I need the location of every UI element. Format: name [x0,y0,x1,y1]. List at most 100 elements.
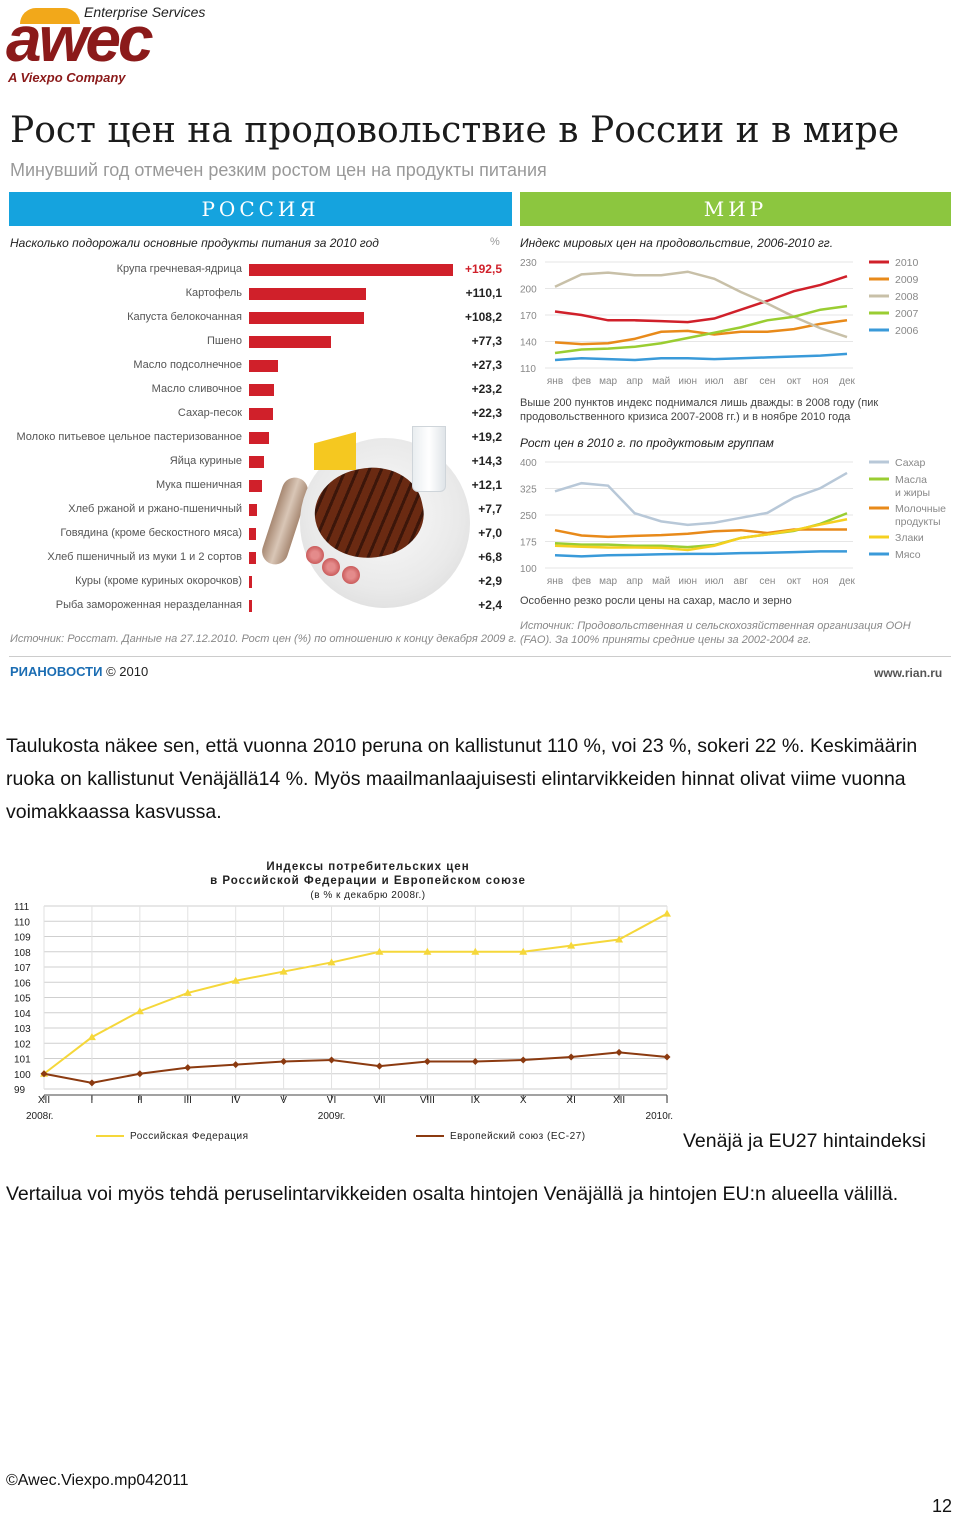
paragraph-2: Vertailua voi myös tehdä peruselintarvik… [6,1183,899,1205]
russia-source: Источник: Росстат. Данные на 27.12.2010.… [10,633,517,645]
cpi-series-line [43,912,668,1075]
cpi-y-tick: 108 [14,948,31,959]
cpi-y-tick: 101 [14,1055,31,1066]
series-line [554,518,848,552]
y-tick-label: 250 [520,511,537,522]
russia-bar-row: Яйца куриные +14,3 [0,452,512,476]
russia-bar-row: Картофель +110,1 [0,284,512,308]
x-tick-label: окт [787,376,802,387]
y-tick-label: 325 [520,485,537,496]
x-tick-label: фев [572,575,591,587]
world-groups-title: Рост цен в 2010 г. по продуктовым группа… [520,436,774,450]
russia-bar-label: Хлеб пшеничный из муки 1 и 2 сортов [47,551,242,563]
russia-bar [249,288,366,300]
russia-bar-value: +27,3 [471,358,502,372]
cpi-x-tick: VIII [420,1095,435,1106]
russia-bar-value: +7,7 [478,502,502,516]
cpi-point [471,1058,479,1066]
cpi-year-label: 2010г. [646,1111,673,1122]
logo-viexpo-company: A Viexpo Company [8,70,126,85]
infographic-divider [9,656,951,657]
page-number: 12 [932,1496,953,1516]
salami-slice-illustration [342,566,360,584]
series-line [554,304,848,355]
legend-label: 2008 [895,291,919,303]
russia-bar-value: +108,2 [464,310,502,324]
x-tick-label: апр [626,376,643,387]
logo-swoosh [20,8,80,24]
cpi-point [328,1056,336,1064]
russia-bar-value: +2,4 [478,598,502,612]
cpi-point [136,1070,144,1078]
cpi-legend-label: Европейский союз (ЕС-27) [450,1131,586,1142]
russia-bar-value: +77,3 [471,334,502,348]
cpi-point [375,1062,383,1070]
series-line [554,471,848,527]
russia-bar [249,552,257,564]
cpi-subtitle: (в % к декабрю 2008г.) [310,889,425,901]
russia-bar-row: Крупа гречневая-ядрица +192,5 [0,260,512,284]
x-tick-label: янв [547,576,563,587]
cpi-y-tick: 110 [14,917,30,928]
x-tick-label: янв [547,376,563,387]
cpi-point [423,1058,431,1066]
cpi-point [615,1048,623,1056]
cpi-point [375,947,384,955]
cpi-y-tick: 107 [14,963,31,974]
x-tick-label: окт [787,576,802,587]
world-groups-chart: 400 325 250 175 100 янв фев мар апр май июн июл авг с… [520,457,946,587]
ria-novosti-logo: РИАНОВОСТИ © 2010 [10,664,148,679]
russia-bar-value: +23,2 [471,382,502,396]
russia-bar-row: Хлеб ржаной и ржано-пшеничный +7,7 [0,500,512,524]
russia-bar-label: Куры (кроме куриных окорочков) [75,575,242,587]
russia-bar-label: Хлеб ржаной и ржано-пшеничный [68,503,242,515]
legend-label: 2007 [895,308,919,320]
cpi-y-tick: 104 [14,1009,31,1020]
x-tick-label: ноя [812,576,829,587]
cpi-point [231,976,240,984]
world-index-chart: 230 200 170 140 110 янв фев мар апр май июн июл авг с… [520,257,919,387]
russia-bar-row: Хлеб пшеничный из муки 1 и 2 сортов +6,8 [0,548,512,572]
russia-bar-label: Масло сливочное [151,383,242,395]
russia-bar-label: Рыба замороженная неразделанная [55,599,242,611]
cpi-point [327,958,336,966]
cpi-point [87,1033,96,1041]
x-tick-label: ноя [812,376,829,387]
russia-bar-row: Масло подсолнечное +27,3 [0,356,512,380]
cpi-point [184,1064,192,1072]
salami-slice-illustration [306,546,324,564]
cpi-series-line [43,1051,668,1084]
russia-bar [249,408,273,420]
food-price-infographic: Рост цен на продовольствие в России и в … [0,100,960,690]
russia-bar [249,360,278,372]
legend-label: 2009 [895,274,919,286]
x-tick-label: апр [626,576,643,587]
russia-bar [249,504,258,516]
russia-bar [249,312,364,324]
cpi-x-tick: II [137,1095,143,1106]
cpi-legend-label: Российская Федерация [130,1131,249,1142]
logo-brand: awec [6,3,154,75]
legend-label: Молочные продукты [895,503,946,528]
y-tick-label: 110 [520,364,536,375]
russia-bar-value: +22,3 [471,406,502,420]
cpi-point [519,1056,527,1064]
rian-url: www.rian.ru [874,666,943,680]
russia-bar-label: Пшено [206,335,242,347]
cpi-y-tick: 100 [14,1070,31,1081]
series-line [554,528,847,539]
cpi-x-tick: VI [327,1095,336,1106]
cpi-point [232,1061,240,1069]
x-tick-label: авг [734,576,749,587]
cpi-y-tick: 105 [14,994,31,1005]
cpi-point [280,1058,288,1066]
russia-bar-value: +110,1 [465,286,502,300]
cpi-title: Индексы потребительских цен в Российской … [210,861,526,887]
cpi-point [567,941,576,949]
cpi-year-label: 2008г. [26,1111,53,1122]
x-tick-label: дек [839,376,855,387]
x-tick-label: май [652,376,670,387]
cpi-y-tick: 109 [14,933,31,944]
x-tick-label: мар [599,376,617,387]
world-index-note: Выше 200 пунктов индекс поднимался лишь … [520,397,879,423]
